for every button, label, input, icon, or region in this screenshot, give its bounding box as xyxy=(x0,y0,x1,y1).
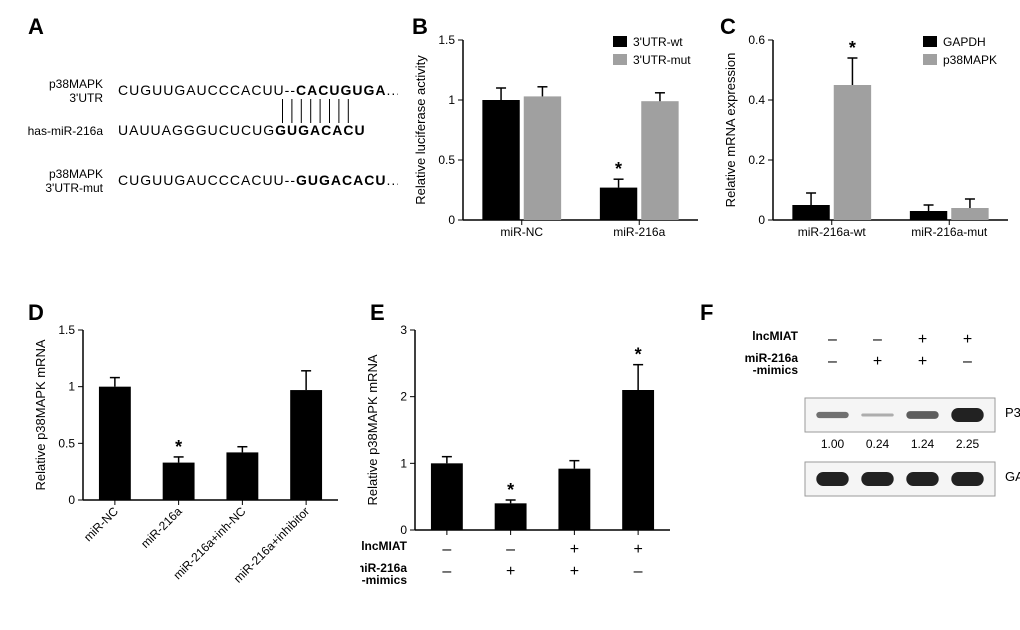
svg-text:0.5: 0.5 xyxy=(58,436,75,450)
svg-text:+: + xyxy=(570,563,579,580)
svg-text:3: 3 xyxy=(400,323,407,337)
svg-text:1: 1 xyxy=(68,380,75,394)
panel-F-blot: lncMIAT––++miR-216a-mimics–++–P38AMPK1.0… xyxy=(700,320,1020,620)
svg-text:1: 1 xyxy=(448,93,455,107)
panel-C-chart: 0 0.2 0.4 0.6 Relative mRNA expression * miR-2… xyxy=(718,20,1018,280)
svg-text:1.5: 1.5 xyxy=(58,323,75,337)
svg-text:Relative luciferase activity: Relative luciferase activity xyxy=(413,55,428,205)
svg-text:UAUUAGGGUCUCUGGUGACACU: UAUUAGGGUCUCUGGUGACACU xyxy=(118,122,366,138)
svg-text:–: – xyxy=(873,331,882,348)
svg-text:0: 0 xyxy=(400,523,407,537)
svg-text:Relative mRNA expression: Relative mRNA expression xyxy=(723,53,738,208)
svg-text:0.2: 0.2 xyxy=(748,153,765,167)
svg-text:Relative p38MAPK mRNA: Relative p38MAPK mRNA xyxy=(33,339,48,490)
panel-E-chart: 0123Relative p38MAPK mRNA**lncMIAT––++mi… xyxy=(360,310,680,630)
svg-text:Relative p38MAPK mRNA: Relative p38MAPK mRNA xyxy=(365,354,380,505)
panel-A-sequences: p38MAPK3'UTRCUGUUGAUCCCACUU--CACUGUGA...… xyxy=(18,40,398,230)
svg-text:CUGUUGAUCCCACUU--GUGACACU...: CUGUUGAUCCCACUU--GUGACACU... xyxy=(118,172,398,188)
svg-text:*: * xyxy=(175,437,182,457)
svg-text:0: 0 xyxy=(758,213,765,227)
svg-text:miR-216a: miR-216a xyxy=(613,225,665,239)
svg-text:3'UTR-wt: 3'UTR-wt xyxy=(633,35,683,49)
svg-text:p38MAPK: p38MAPK xyxy=(49,167,103,181)
svg-text:0.5: 0.5 xyxy=(438,153,455,167)
svg-text:1: 1 xyxy=(400,456,407,470)
svg-text:–: – xyxy=(442,541,451,558)
svg-text:-mimics: -mimics xyxy=(753,363,799,377)
svg-text:1.24: 1.24 xyxy=(911,437,935,451)
svg-text:miR-216a-mut: miR-216a-mut xyxy=(911,225,988,239)
svg-text:3'UTR-mut: 3'UTR-mut xyxy=(45,181,103,195)
svg-text:+: + xyxy=(570,541,579,558)
svg-text:*: * xyxy=(849,38,856,58)
svg-text:–: – xyxy=(828,331,837,348)
svg-text:1.00: 1.00 xyxy=(821,437,845,451)
svg-text:*: * xyxy=(507,480,514,500)
svg-text:miR-NC: miR-NC xyxy=(81,504,121,544)
svg-text:0: 0 xyxy=(448,213,455,227)
svg-text:3'UTR-mut: 3'UTR-mut xyxy=(633,53,691,67)
svg-text:GAPDH: GAPDH xyxy=(943,35,986,49)
svg-text:p38MAPK: p38MAPK xyxy=(49,77,103,91)
svg-text:CUGUUGAUCCCACUU--CACUGUGA...: CUGUUGAUCCCACUU--CACUGUGA... xyxy=(118,82,398,98)
svg-text:–: – xyxy=(442,563,451,580)
svg-text:GAPDH: GAPDH xyxy=(1005,469,1020,484)
panel-B-chart: 0 0.5 1 1.5 Relative luciferase activity * miR… xyxy=(408,20,708,280)
svg-text:+: + xyxy=(918,353,927,370)
svg-text:0.6: 0.6 xyxy=(748,33,765,47)
svg-text:–: – xyxy=(963,353,972,370)
svg-text:–: – xyxy=(634,563,643,580)
svg-text:0: 0 xyxy=(68,493,75,507)
svg-text:+: + xyxy=(918,331,927,348)
svg-text:P38AMPK: P38AMPK xyxy=(1005,405,1020,420)
svg-text:has-miR-216a: has-miR-216a xyxy=(28,124,104,138)
svg-text:miR-216a: miR-216a xyxy=(138,504,185,551)
svg-text:lncMIAT: lncMIAT xyxy=(361,539,407,553)
svg-text:2.25: 2.25 xyxy=(956,437,980,451)
svg-text:+: + xyxy=(873,353,882,370)
svg-text:miR-216a-wt: miR-216a-wt xyxy=(798,225,867,239)
svg-text:p38MAPK: p38MAPK xyxy=(943,53,997,67)
svg-text:–: – xyxy=(506,541,515,558)
svg-text:-mimics: -mimics xyxy=(362,573,408,587)
svg-text:–: – xyxy=(828,353,837,370)
svg-text:0.4: 0.4 xyxy=(748,93,765,107)
panel-label-A: A xyxy=(28,14,44,40)
svg-text:*: * xyxy=(635,345,642,365)
svg-text:miR-NC: miR-NC xyxy=(500,225,543,239)
svg-text:+: + xyxy=(506,563,515,580)
svg-text:3'UTR: 3'UTR xyxy=(69,91,103,105)
svg-text:+: + xyxy=(633,541,642,558)
svg-text:2: 2 xyxy=(400,390,407,404)
figure-container: { "labels":{"A":"A","B":"B","C":"C","D":… xyxy=(0,0,1020,624)
svg-text:*: * xyxy=(615,159,622,179)
svg-text:lncMIAT: lncMIAT xyxy=(752,329,798,343)
svg-text:1.5: 1.5 xyxy=(438,33,455,47)
panel-D-chart: 0 0.5 1 1.5 Relative p38MAPK mRNA * miR-NC miR-… xyxy=(28,310,348,630)
svg-text:+: + xyxy=(963,331,972,348)
svg-text:0.24: 0.24 xyxy=(866,437,890,451)
